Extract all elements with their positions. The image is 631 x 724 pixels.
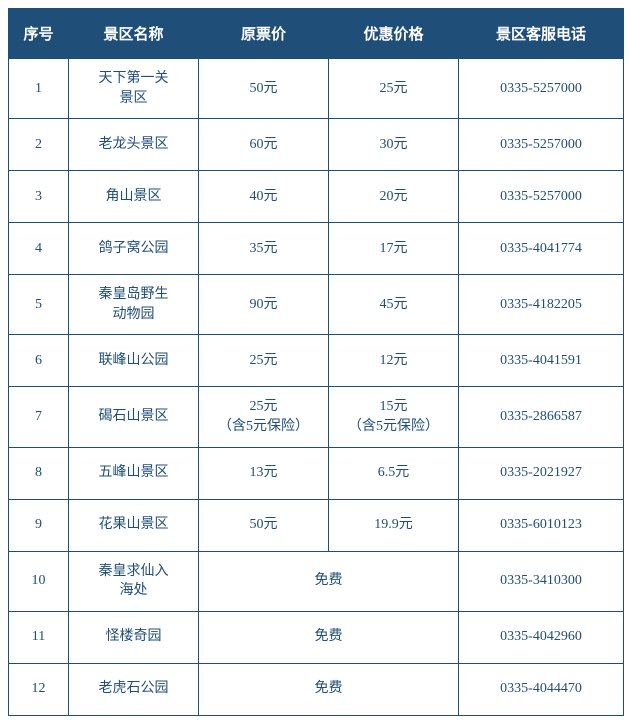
cell-seq: 4 xyxy=(9,223,69,275)
table-row: 6联峰山公园25元12元0335-4041591 xyxy=(9,335,624,387)
cell-name: 角山景区 xyxy=(69,171,199,223)
cell-discount: 17元 xyxy=(329,223,459,275)
table-row: 1天下第一关景区50元25元0335-5257000 xyxy=(9,59,624,119)
cell-name: 老虎石公园 xyxy=(69,663,199,715)
cell-name: 秦皇岛野生动物园 xyxy=(69,275,199,335)
header-name: 景区名称 xyxy=(69,9,199,59)
cell-free: 免费 xyxy=(199,663,459,715)
table-row: 2老龙头景区60元30元0335-5257000 xyxy=(9,119,624,171)
table-body: 1天下第一关景区50元25元0335-52570002老龙头景区60元30元03… xyxy=(9,59,624,716)
cell-original: 40元 xyxy=(199,171,329,223)
cell-name: 鸽子窝公园 xyxy=(69,223,199,275)
cell-name: 老龙头景区 xyxy=(69,119,199,171)
header-original: 原票价 xyxy=(199,9,329,59)
cell-phone: 0335-2866587 xyxy=(459,387,624,447)
cell-seq: 1 xyxy=(9,59,69,119)
cell-discount: 45元 xyxy=(329,275,459,335)
cell-original: 60元 xyxy=(199,119,329,171)
cell-phone: 0335-3410300 xyxy=(459,551,624,611)
cell-seq: 8 xyxy=(9,447,69,499)
cell-seq: 6 xyxy=(9,335,69,387)
cell-phone: 0335-4041774 xyxy=(459,223,624,275)
cell-free: 免费 xyxy=(199,611,459,663)
cell-discount: 20元 xyxy=(329,171,459,223)
cell-phone: 0335-2021927 xyxy=(459,447,624,499)
header-seq: 序号 xyxy=(9,9,69,59)
cell-discount: 6.5元 xyxy=(329,447,459,499)
cell-discount: 12元 xyxy=(329,335,459,387)
cell-seq: 2 xyxy=(9,119,69,171)
cell-phone: 0335-5257000 xyxy=(459,119,624,171)
cell-phone: 0335-4042960 xyxy=(459,611,624,663)
cell-original: 25元（含5元保险） xyxy=(199,387,329,447)
table-header: 序号 景区名称 原票价 优惠价格 景区客服电话 xyxy=(9,9,624,59)
cell-name: 怪楼奇园 xyxy=(69,611,199,663)
cell-seq: 10 xyxy=(9,551,69,611)
table-row: 9花果山景区50元19.9元0335-6010123 xyxy=(9,499,624,551)
cell-name: 联峰山公园 xyxy=(69,335,199,387)
header-discount: 优惠价格 xyxy=(329,9,459,59)
cell-name: 五峰山景区 xyxy=(69,447,199,499)
cell-name: 天下第一关景区 xyxy=(69,59,199,119)
table-row: 4鸽子窝公园35元17元0335-4041774 xyxy=(9,223,624,275)
cell-seq: 3 xyxy=(9,171,69,223)
cell-original: 25元 xyxy=(199,335,329,387)
cell-original: 50元 xyxy=(199,59,329,119)
cell-free: 免费 xyxy=(199,551,459,611)
cell-seq: 5 xyxy=(9,275,69,335)
cell-seq: 12 xyxy=(9,663,69,715)
table-row: 5秦皇岛野生动物园90元45元0335-4182205 xyxy=(9,275,624,335)
cell-discount: 25元 xyxy=(329,59,459,119)
scenic-price-table: 序号 景区名称 原票价 优惠价格 景区客服电话 1天下第一关景区50元25元03… xyxy=(8,8,624,716)
header-phone: 景区客服电话 xyxy=(459,9,624,59)
cell-seq: 9 xyxy=(9,499,69,551)
cell-original: 50元 xyxy=(199,499,329,551)
cell-phone: 0335-6010123 xyxy=(459,499,624,551)
cell-phone: 0335-5257000 xyxy=(459,59,624,119)
cell-phone: 0335-5257000 xyxy=(459,171,624,223)
cell-discount: 15元（含5元保险） xyxy=(329,387,459,447)
table-row: 10秦皇求仙入海处免费0335-3410300 xyxy=(9,551,624,611)
table-row: 12老虎石公园免费0335-4044470 xyxy=(9,663,624,715)
cell-name: 花果山景区 xyxy=(69,499,199,551)
table-row: 8五峰山景区13元6.5元0335-2021927 xyxy=(9,447,624,499)
table-row: 11怪楼奇园免费0335-4042960 xyxy=(9,611,624,663)
cell-phone: 0335-4041591 xyxy=(459,335,624,387)
cell-name: 碣石山景区 xyxy=(69,387,199,447)
cell-original: 90元 xyxy=(199,275,329,335)
cell-original: 35元 xyxy=(199,223,329,275)
cell-discount: 30元 xyxy=(329,119,459,171)
table-row: 3角山景区40元20元0335-5257000 xyxy=(9,171,624,223)
cell-seq: 7 xyxy=(9,387,69,447)
table-row: 7碣石山景区25元（含5元保险）15元（含5元保险）0335-2866587 xyxy=(9,387,624,447)
cell-original: 13元 xyxy=(199,447,329,499)
cell-seq: 11 xyxy=(9,611,69,663)
cell-name: 秦皇求仙入海处 xyxy=(69,551,199,611)
cell-discount: 19.9元 xyxy=(329,499,459,551)
cell-phone: 0335-4044470 xyxy=(459,663,624,715)
cell-phone: 0335-4182205 xyxy=(459,275,624,335)
